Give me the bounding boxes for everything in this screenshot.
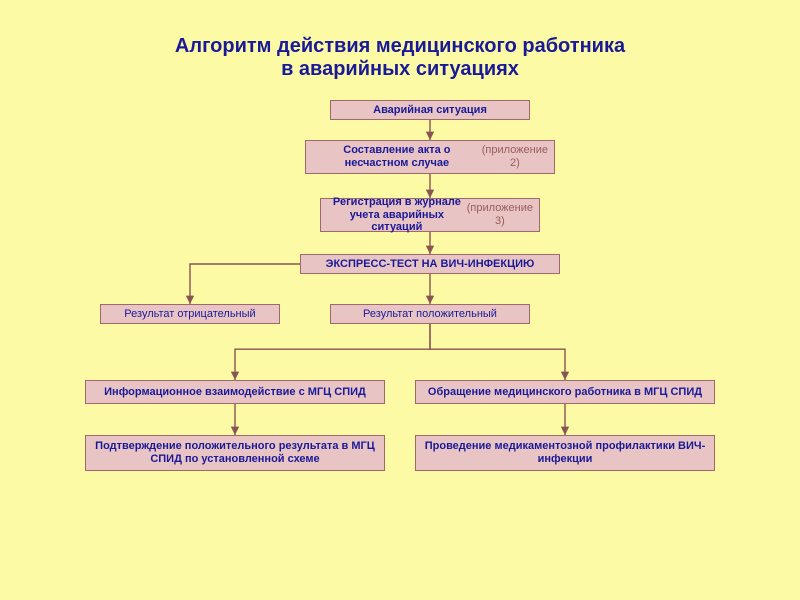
- flowchart-canvas: Алгоритм действия медицинского работника…: [0, 0, 800, 600]
- node-n9: Подтверждение положительного результата …: [85, 435, 385, 471]
- node-n5: Результат отрицательный: [100, 304, 280, 324]
- page-title: Алгоритм действия медицинского работника…: [0, 35, 800, 81]
- title-line-2: в аварийных ситуациях: [0, 58, 800, 81]
- node-n10: Проведение медикаментозной профилактики …: [415, 435, 715, 471]
- node-n8: Обращение медицинского работника в МГЦ С…: [415, 380, 715, 404]
- node-n3: Регистрация в журнале учета аварийных си…: [320, 198, 540, 232]
- node-n4: ЭКСПРЕСС-ТЕСТ НА ВИЧ-ИНФЕКЦИЮ: [300, 254, 560, 274]
- node-n7: Информационное взаимодействие с МГЦ СПИД: [85, 380, 385, 404]
- node-n1: Аварийная ситуация: [330, 100, 530, 120]
- node-n6: Результат положительный: [330, 304, 530, 324]
- node-n2: Составление акта о несчастном случае (пр…: [305, 140, 555, 174]
- edges-layer: [0, 0, 800, 600]
- title-line-1: Алгоритм действия медицинского работника: [0, 35, 800, 58]
